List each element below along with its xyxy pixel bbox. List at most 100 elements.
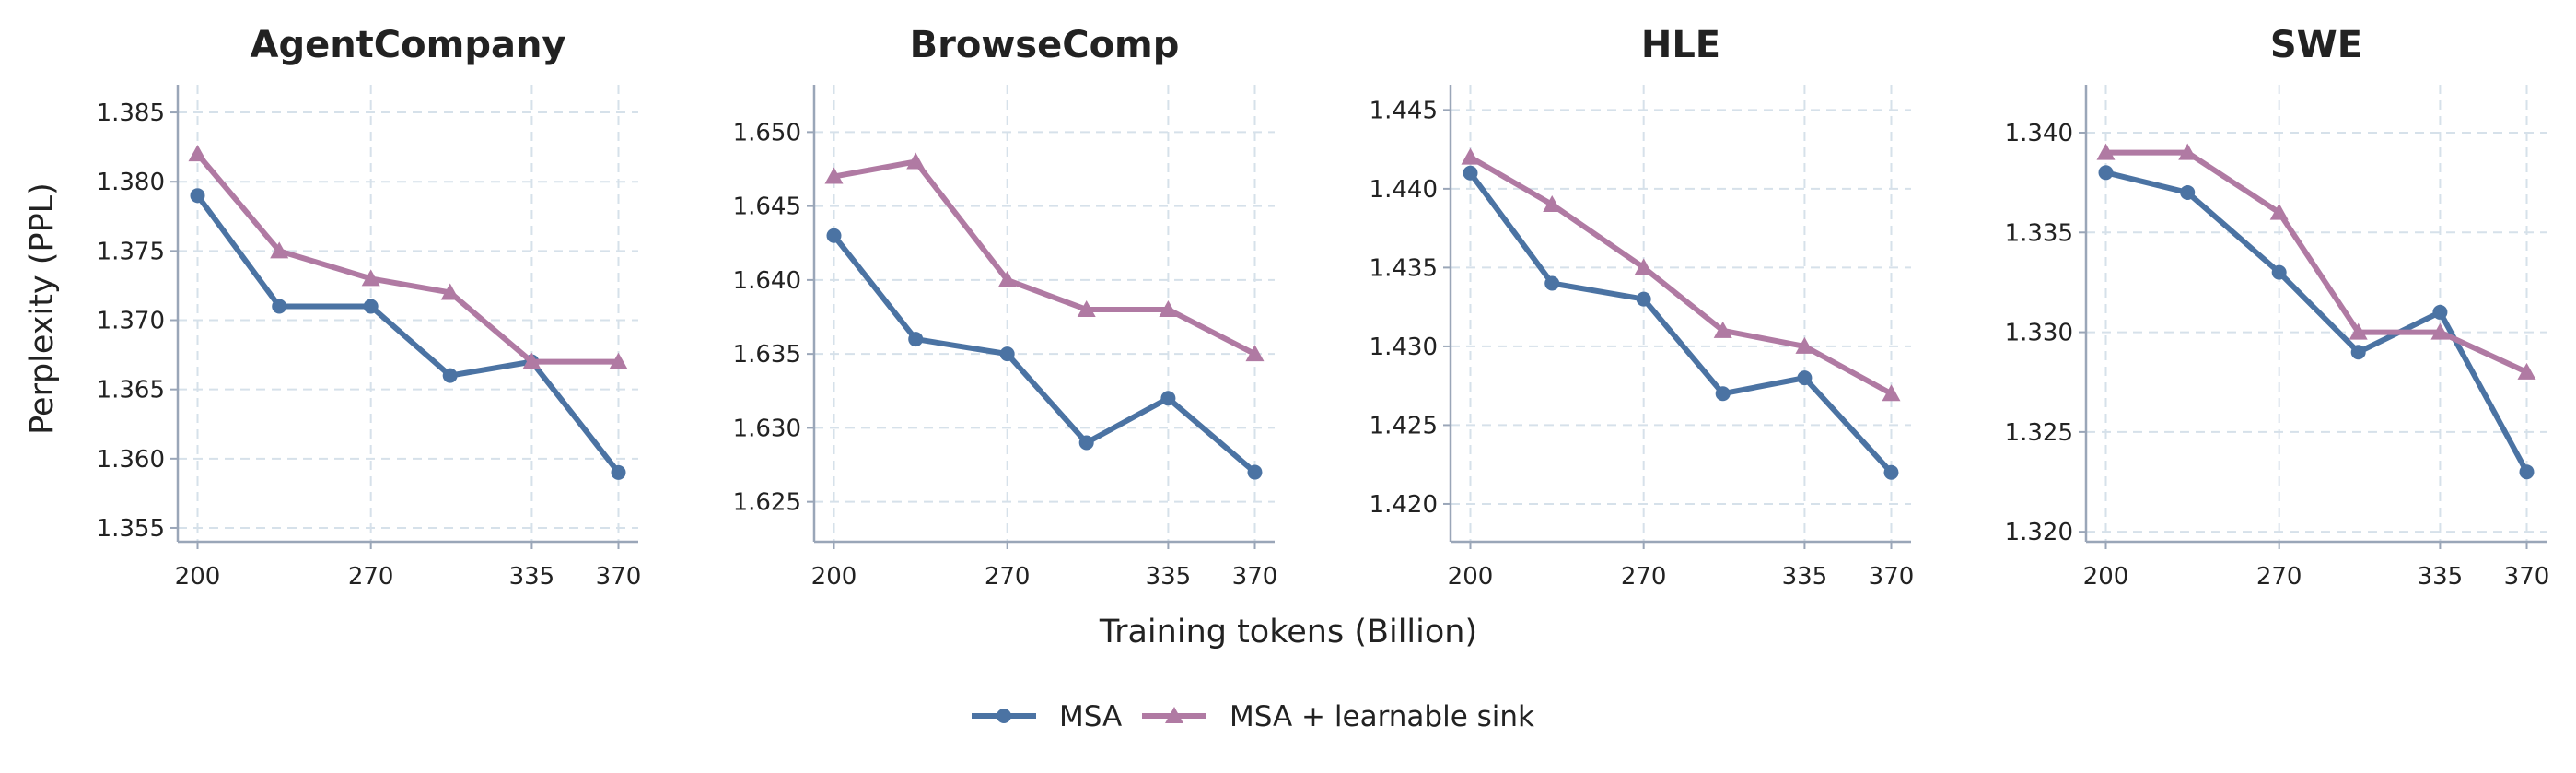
data-point-sink: [2178, 143, 2197, 160]
x-tick-label: 270: [985, 563, 1031, 591]
panels: 1.355 1.360 1.365 1.370 1.375 1.380 1.385 200 27…: [97, 24, 2550, 591]
y-tick-label: 1.365: [97, 377, 165, 404]
data-point-msa: [1883, 464, 1899, 480]
x-tick-label: 200: [175, 563, 221, 591]
data-point-msa: [2519, 464, 2535, 480]
legend-item-sink: MSA + learnable sink: [1142, 700, 1534, 733]
data-point-sink: [906, 152, 926, 170]
y-tick-label: 1.320: [2005, 519, 2073, 546]
data-point-msa: [908, 332, 924, 347]
y-axis-label: Perplexity (PPL): [24, 182, 61, 435]
data-point-sink: [609, 352, 628, 369]
data-point-msa: [2180, 184, 2196, 200]
data-point-sink: [1713, 321, 1732, 338]
chart-title: AgentCompany: [250, 24, 565, 66]
data-point-msa: [1636, 291, 1651, 307]
x-tick-label: 200: [811, 563, 857, 591]
x-tick-label: 370: [1232, 563, 1278, 591]
x-tick-label: 270: [348, 563, 394, 591]
chart-title: SWE: [2270, 24, 2362, 66]
data-point-msa: [1715, 386, 1731, 402]
legend-label-msa: MSA: [1059, 700, 1122, 733]
y-tick-label: 1.650: [733, 119, 801, 146]
data-point-msa: [1463, 165, 1478, 181]
data-point-sink: [361, 269, 380, 287]
legend: MSA MSA + learnable sink: [972, 700, 1534, 733]
series-line-msa: [831, 232, 1258, 475]
data-point-sink: [2517, 362, 2536, 380]
chart-panel-2: 1.420 1.425 1.430 1.435 1.440 1.445 200 270 335 3…: [1370, 24, 1915, 591]
data-point-sink: [824, 167, 844, 184]
x-axis-label: Training tokens (Billion): [1099, 614, 1477, 650]
y-tick-label: 1.335: [2005, 219, 2073, 247]
data-point-sink: [997, 270, 1017, 287]
data-point-sink: [1795, 336, 1814, 354]
x-tick-label: 335: [1146, 563, 1192, 591]
data-point-msa: [1160, 391, 1176, 406]
data-point-sink: [1882, 384, 1901, 402]
data-point-sink: [2349, 322, 2368, 340]
legend-marker-msa: [997, 709, 1011, 723]
data-point-sink: [1543, 194, 1562, 212]
x-tick-label: 370: [2504, 563, 2550, 591]
y-tick-label: 1.435: [1370, 254, 1438, 282]
series-line-sink: [2103, 149, 2530, 375]
x-tick-label: 335: [509, 563, 555, 591]
legend-item-msa: MSA: [972, 700, 1122, 733]
data-point-sink: [1159, 299, 1178, 317]
series-line-msa: [1467, 170, 1894, 475]
data-point-sink: [1634, 258, 1653, 275]
data-point-msa: [2432, 304, 2448, 320]
y-tick-label: 1.625: [733, 489, 801, 517]
legend-label-sink: MSA + learnable sink: [1230, 700, 1534, 733]
data-point-msa: [272, 299, 287, 314]
y-tick-label: 1.430: [1370, 334, 1438, 361]
y-tick-label: 1.635: [733, 341, 801, 369]
data-point-msa: [1797, 370, 1813, 386]
y-tick-label: 1.645: [733, 193, 801, 221]
x-tick-label: 335: [2418, 563, 2464, 591]
data-point-msa: [1078, 435, 1094, 451]
data-point-sink: [1077, 299, 1096, 317]
x-tick-label: 270: [1621, 563, 1667, 591]
y-tick-label: 1.330: [2005, 320, 2073, 347]
data-point-sink: [2269, 203, 2289, 220]
data-point-msa: [2098, 165, 2114, 181]
x-tick-label: 200: [1448, 563, 1494, 591]
chart-panel-0: 1.355 1.360 1.365 1.370 1.375 1.380 1.385 200 27…: [97, 24, 642, 591]
y-tick-label: 1.445: [1370, 97, 1438, 124]
y-tick-label: 1.630: [733, 415, 801, 442]
data-point-sink: [2430, 322, 2450, 340]
y-tick-label: 1.380: [97, 169, 165, 196]
data-point-msa: [1247, 464, 1263, 480]
series-line-msa: [2103, 170, 2530, 475]
series-line-sink: [831, 158, 1258, 357]
y-tick-label: 1.325: [2005, 419, 2073, 447]
x-tick-label: 370: [596, 563, 642, 591]
x-tick-label: 335: [1782, 563, 1828, 591]
y-tick-label: 1.640: [733, 267, 801, 295]
y-tick-label: 1.370: [97, 308, 165, 335]
x-tick-label: 270: [2256, 563, 2302, 591]
data-point-msa: [826, 228, 842, 243]
y-tick-label: 1.440: [1370, 176, 1438, 204]
x-tick-label: 370: [1869, 563, 1915, 591]
data-point-msa: [1544, 275, 1560, 291]
y-tick-label: 1.355: [97, 515, 165, 543]
data-point-sink: [1461, 147, 1480, 165]
chart-title: BrowseComp: [910, 24, 1180, 66]
data-point-msa: [2271, 264, 2287, 280]
chart-panel-1: 1.625 1.630 1.635 1.640 1.645 1.650 200 270 335 3…: [733, 24, 1278, 591]
data-point-msa: [999, 346, 1015, 362]
data-point-sink: [440, 283, 460, 300]
data-point-sink: [522, 352, 542, 369]
data-point-msa: [611, 464, 626, 480]
data-point-sink: [188, 145, 207, 162]
chart-panel-3: 1.320 1.325 1.330 1.335 1.340 200 270 335 370 SWE: [2005, 24, 2550, 591]
series-line-sink: [194, 151, 622, 365]
y-tick-label: 1.385: [97, 100, 165, 127]
data-point-sink: [2096, 143, 2116, 160]
data-point-msa: [2350, 345, 2366, 360]
y-tick-label: 1.360: [97, 446, 165, 474]
